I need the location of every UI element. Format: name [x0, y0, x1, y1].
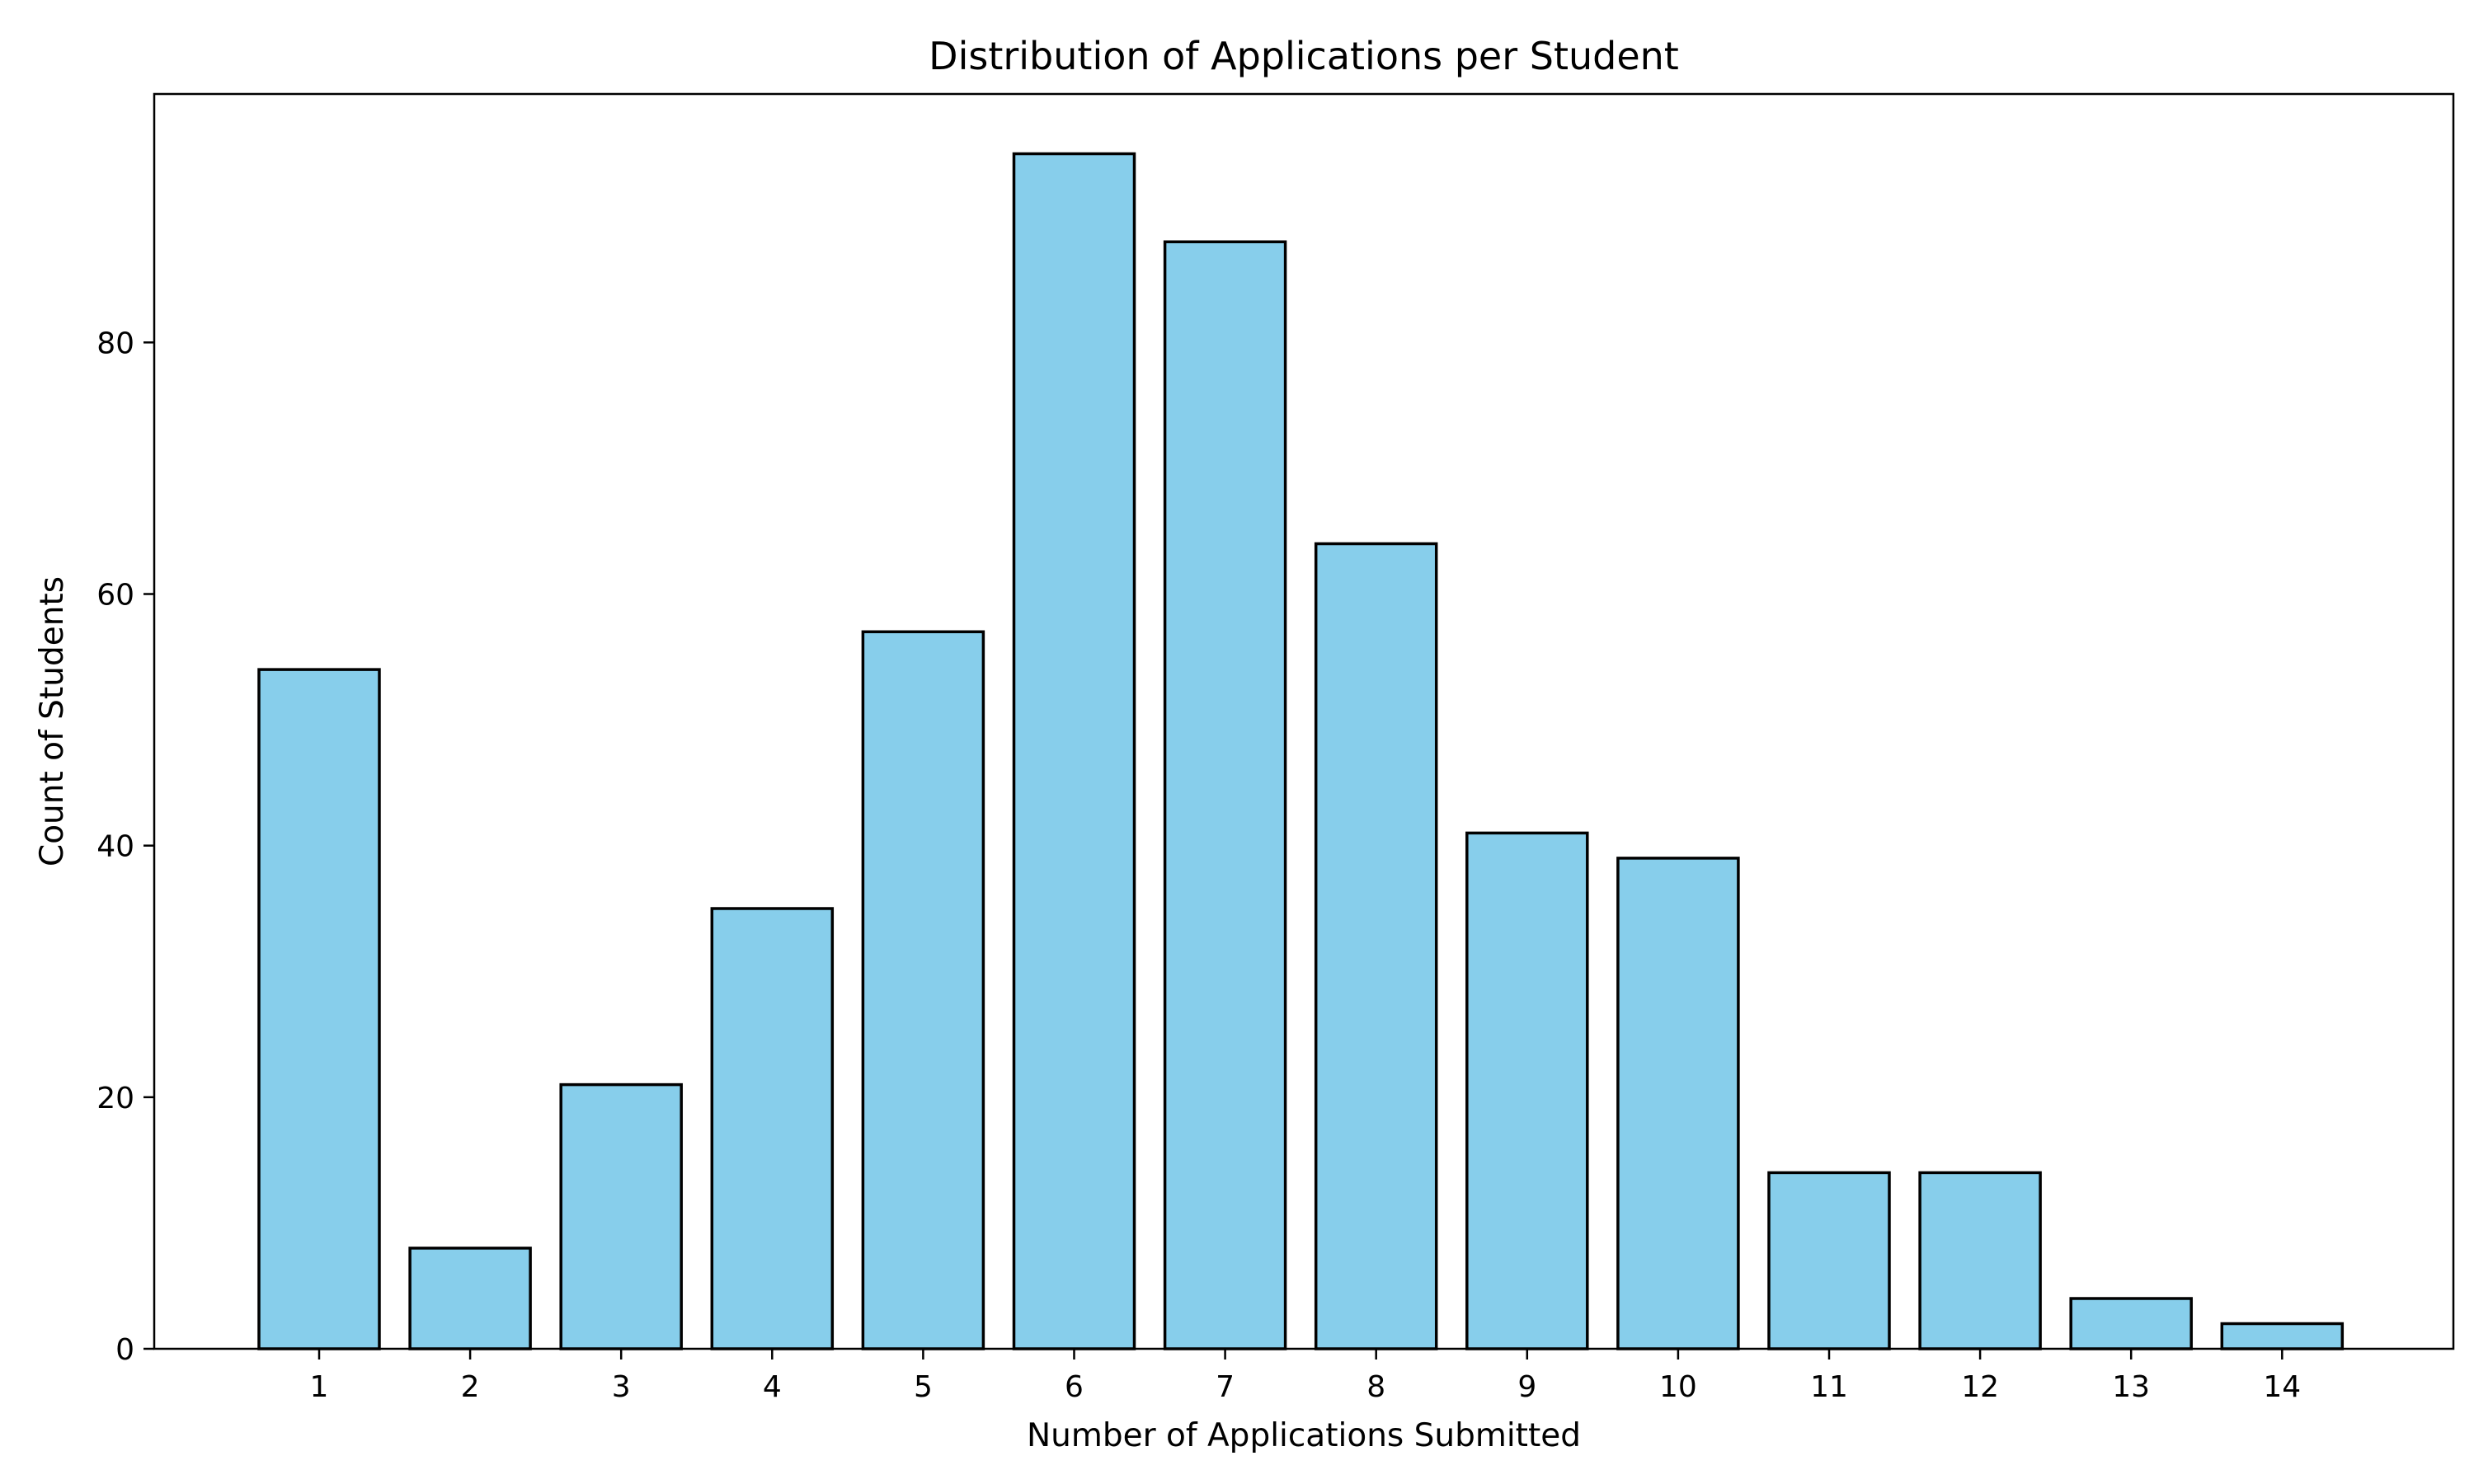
x-tick-label-12: 12 [1961, 1370, 1999, 1404]
bar-5 [861, 630, 985, 1350]
y-axis: 0 20 40 60 80 [96, 326, 154, 1367]
x-tick-label-5: 5 [914, 1370, 933, 1404]
y-tick-label-0: 0 [115, 1333, 134, 1367]
bar-group [257, 152, 2345, 1350]
x-tick-label-11: 11 [1810, 1370, 1848, 1404]
y-tick-label-20: 20 [96, 1082, 134, 1115]
bar-13 [2069, 1297, 2193, 1350]
bar-3 [559, 1082, 683, 1350]
x-tick-label-7: 7 [1216, 1370, 1235, 1404]
x-axis: 1 2 3 4 5 6 7 8 9 10 11 12 13 14 [310, 1349, 2301, 1404]
x-tick-label-3: 3 [612, 1370, 631, 1404]
bar-11 [1767, 1171, 1891, 1350]
x-tick-label-1: 1 [310, 1370, 329, 1404]
bar-8 [1314, 542, 1438, 1350]
x-tick-label-14: 14 [2263, 1370, 2301, 1404]
bar-12 [1918, 1171, 2042, 1350]
bar-1 [257, 668, 381, 1350]
x-tick-label-4: 4 [763, 1370, 782, 1404]
bar-9 [1465, 831, 1589, 1350]
y-axis-label: Count of Students [34, 576, 71, 866]
bar-4 [710, 907, 835, 1350]
x-tick-label-8: 8 [1366, 1370, 1385, 1404]
x-tick-label-9: 9 [1517, 1370, 1536, 1404]
x-tick-label-2: 2 [461, 1370, 480, 1404]
bar-14 [2220, 1322, 2345, 1350]
x-tick-label-13: 13 [2112, 1370, 2150, 1404]
bar-10 [1616, 857, 1740, 1350]
chart-title: Distribution of Applications per Student [929, 34, 1679, 78]
x-axis-label: Number of Applications Submitted [1027, 1417, 1581, 1454]
y-tick-label-60: 60 [96, 579, 134, 613]
x-tick-label-6: 6 [1065, 1370, 1084, 1404]
y-tick-label-40: 40 [96, 830, 134, 864]
x-tick-label-10: 10 [1659, 1370, 1697, 1404]
bar-2 [408, 1247, 532, 1350]
plot-area [153, 92, 2455, 1350]
y-tick-label-80: 80 [96, 326, 134, 360]
bar-6 [1012, 152, 1136, 1350]
bar-7 [1163, 240, 1287, 1350]
